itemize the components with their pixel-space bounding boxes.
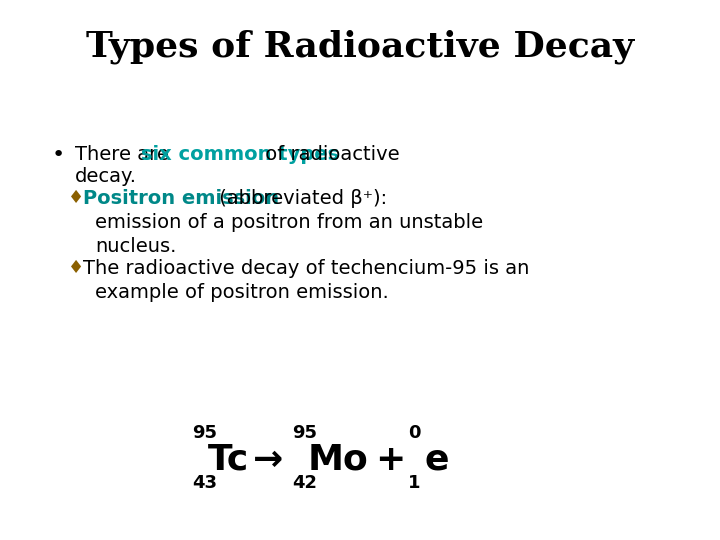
Text: There are: There are [75,145,175,164]
Text: of radioactive: of radioactive [259,145,400,164]
Text: 95: 95 [192,424,217,442]
Text: example of positron emission.: example of positron emission. [95,283,389,302]
Text: 42: 42 [292,474,317,492]
Text: Types of Radioactive Decay: Types of Radioactive Decay [86,30,634,64]
Text: +: + [375,443,405,477]
Text: 43: 43 [192,474,217,492]
Text: Mo: Mo [308,443,369,477]
Text: nucleus.: nucleus. [95,237,176,256]
Text: ♦: ♦ [68,189,84,207]
Text: Tc: Tc [208,443,249,477]
Text: six common types: six common types [141,145,339,164]
Text: (abbreviated β⁺):: (abbreviated β⁺): [213,189,387,208]
Text: 95: 95 [292,424,317,442]
Text: 1: 1 [408,474,420,492]
Text: The radioactive decay of techencium-95 is an: The radioactive decay of techencium-95 i… [83,259,529,278]
Text: •: • [52,145,66,165]
Text: ♦: ♦ [68,259,84,277]
Text: e: e [424,443,449,477]
Text: decay.: decay. [75,167,137,186]
Text: →: → [253,443,283,477]
Text: 0: 0 [408,424,420,442]
Text: emission of a positron from an unstable: emission of a positron from an unstable [95,213,483,232]
Text: Positron emission: Positron emission [83,189,279,208]
